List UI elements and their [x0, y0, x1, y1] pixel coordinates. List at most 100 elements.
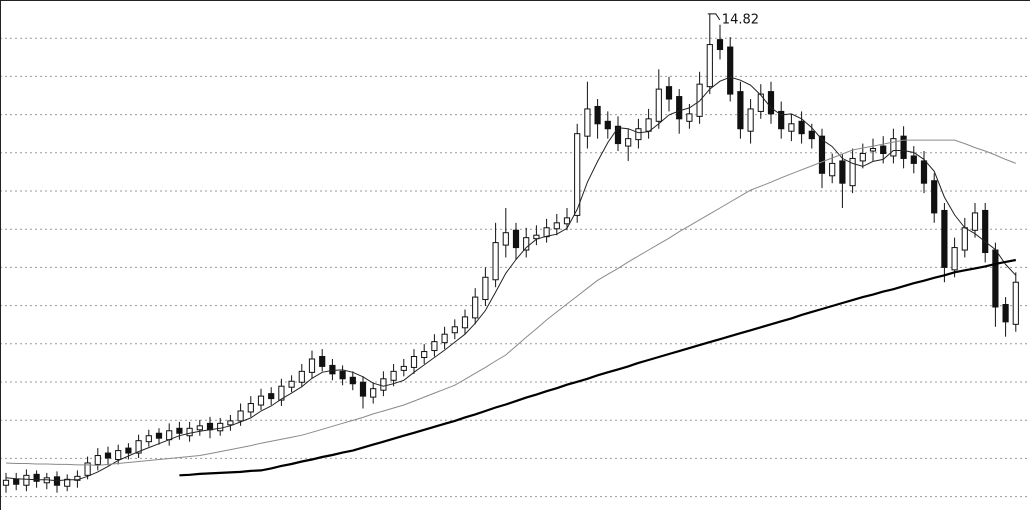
- candle-body: [563, 217, 571, 225]
- grid: [0, 37, 1030, 498]
- candle-body: [217, 422, 224, 432]
- candle-body: [1002, 304, 1009, 323]
- candle-body: [23, 474, 30, 486]
- candle-body: [686, 113, 693, 122]
- candle-body: [890, 138, 897, 157]
- candle-body: [910, 155, 917, 164]
- candle-body: [961, 227, 968, 251]
- candle-body: [339, 370, 346, 380]
- candle-body: [125, 447, 132, 454]
- candle-body: [931, 180, 938, 214]
- candle-body: [482, 276, 489, 301]
- candle-body: [155, 432, 163, 439]
- candle-body: [859, 152, 866, 162]
- candle-body: [145, 435, 152, 443]
- candle-body: [400, 365, 407, 371]
- candle-body: [370, 388, 377, 398]
- candle-body: [747, 108, 754, 132]
- candle-body: [359, 381, 367, 397]
- candle-body: [196, 425, 203, 431]
- candle-body: [502, 232, 509, 246]
- candle-body: [461, 316, 469, 329]
- candle-body: [390, 370, 397, 381]
- candle-body: [512, 229, 520, 249]
- candle-body: [839, 160, 846, 184]
- candle-body: [982, 209, 989, 254]
- candle-body: [319, 356, 326, 367]
- candle-body: [992, 249, 999, 308]
- candle-body: [227, 420, 234, 426]
- candle-body: [13, 478, 20, 485]
- candle-body: [798, 120, 805, 135]
- candle-body: [900, 135, 907, 159]
- candle-body: [33, 473, 40, 482]
- candle-body: [186, 427, 193, 437]
- candle-body: [553, 222, 560, 230]
- candle-body: [104, 452, 112, 459]
- candle-body: [574, 133, 581, 216]
- candle-body: [380, 378, 387, 391]
- candle-body: [645, 118, 652, 132]
- candle-body: [349, 376, 356, 385]
- candle-body: [625, 138, 632, 147]
- candle-body: [778, 110, 785, 130]
- candle-body: [247, 403, 254, 413]
- candle-body: [492, 242, 499, 281]
- candle-body: [869, 148, 877, 152]
- candle-body: [920, 160, 928, 184]
- candle-body: [706, 44, 713, 88]
- candle-body: [635, 128, 642, 141]
- plot: [2, 13, 1019, 493]
- candle-body: [257, 395, 265, 406]
- candle-body: [431, 341, 438, 352]
- candle-body: [298, 370, 305, 383]
- candle-body: [472, 296, 479, 319]
- candle-body: [237, 410, 244, 422]
- candle-body: [523, 237, 530, 251]
- candle-body: [757, 93, 764, 112]
- candle-body: [1012, 281, 1019, 325]
- moving-average-line: [5, 139, 1016, 466]
- candle-body: [410, 356, 418, 368]
- candle-body: [849, 157, 856, 187]
- candle-body: [676, 96, 683, 120]
- candle-body: [788, 123, 795, 132]
- candle-body: [268, 393, 275, 400]
- candle-body: [451, 326, 458, 334]
- candle-body: [604, 120, 611, 130]
- candle-body: [206, 422, 214, 431]
- moving-average-line: [5, 76, 1017, 482]
- candle-body: [665, 86, 673, 100]
- candle-body: [737, 91, 744, 130]
- candle-body: [421, 351, 428, 358]
- candle-body: [880, 145, 887, 154]
- candle-body: [329, 364, 336, 375]
- peak-annotation: 14.82: [722, 12, 759, 27]
- candle-body: [115, 450, 122, 460]
- candle-body: [655, 88, 662, 122]
- moving-average-line: [179, 258, 1017, 477]
- candle-body: [829, 162, 836, 177]
- candle-body: [594, 105, 601, 125]
- candle-body: [614, 125, 622, 145]
- candle-body: [176, 427, 183, 434]
- candle-body: [818, 135, 826, 174]
- candle-body: [135, 440, 142, 454]
- candle-body: [767, 91, 775, 115]
- candle-body: [716, 39, 724, 51]
- candle-body: [441, 333, 448, 344]
- candle-body: [278, 385, 285, 401]
- candle-body: [951, 247, 958, 271]
- peak-marker: [707, 13, 721, 21]
- candle-body: [808, 130, 815, 140]
- candle-body: [971, 212, 979, 231]
- candle-body: [288, 380, 295, 388]
- candle-body: [84, 462, 91, 476]
- candle-body: [584, 108, 591, 137]
- candle-body: [94, 455, 101, 465]
- candle-body: [2, 479, 10, 486]
- candle-body: [533, 234, 540, 240]
